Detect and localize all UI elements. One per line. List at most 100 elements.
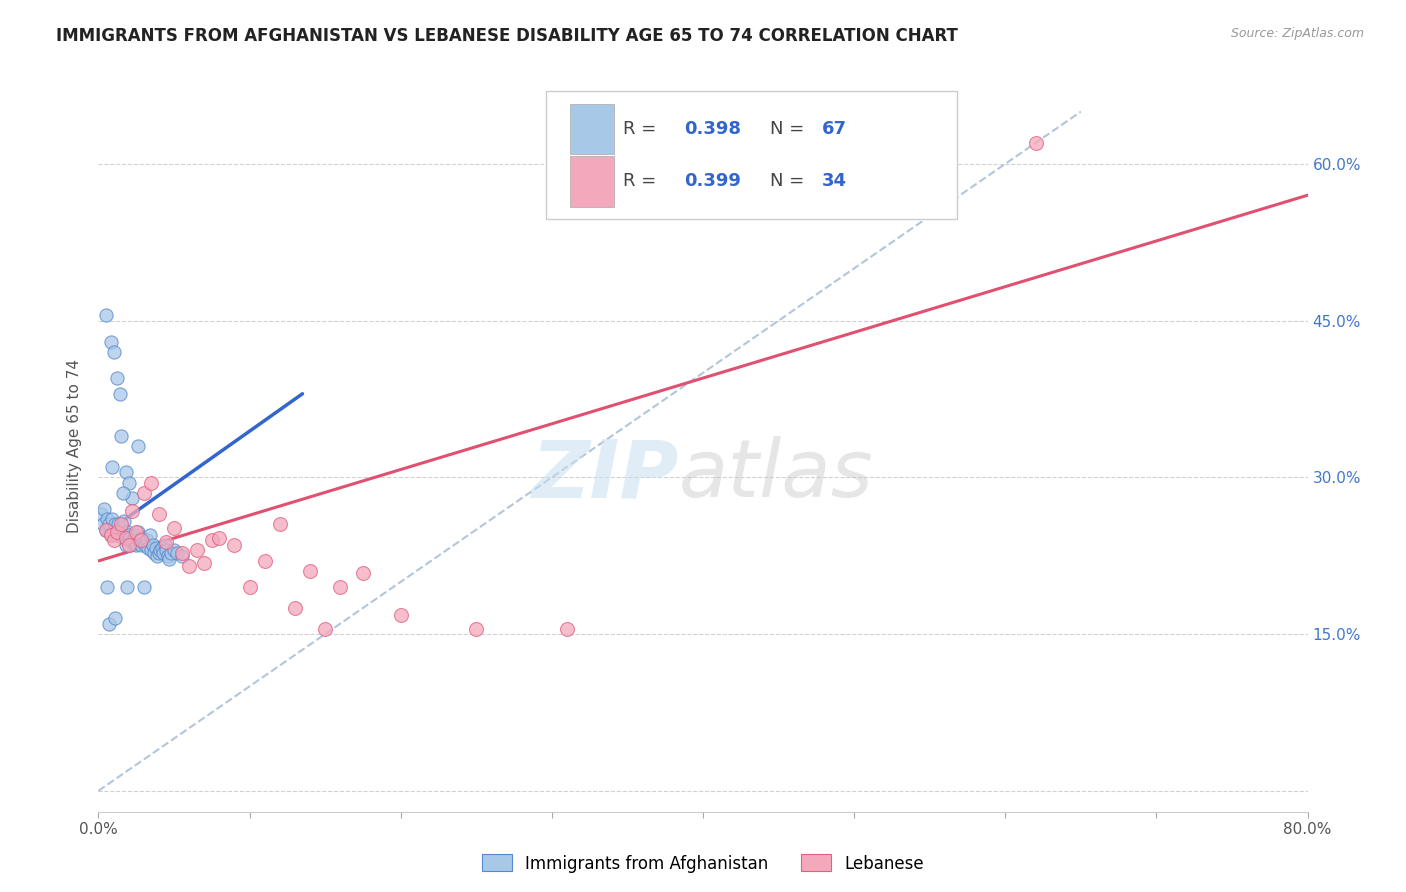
Point: [135, 533, 157, 547]
Point: [201, 533, 224, 547]
Point: [108, 524, 131, 539]
Text: atlas: atlas: [679, 436, 873, 515]
Point: [105, 524, 128, 539]
Point: [160, 545, 183, 559]
Point: [150, 541, 173, 556]
Point: [128, 533, 150, 547]
Point: [148, 545, 170, 559]
Point: [143, 545, 166, 559]
Point: [132, 486, 155, 500]
Point: [110, 517, 132, 532]
Point: [186, 543, 208, 558]
Point: [269, 517, 291, 532]
Point: [163, 543, 186, 558]
Point: [94, 523, 117, 537]
Point: [122, 533, 145, 547]
Point: [127, 439, 149, 453]
Point: [100, 528, 122, 542]
Point: [141, 475, 163, 490]
Point: [170, 545, 193, 559]
Point: [389, 608, 412, 623]
Text: Source: ZipAtlas.com: Source: ZipAtlas.com: [1230, 27, 1364, 40]
Text: R =: R =: [623, 172, 662, 190]
Point: [465, 622, 488, 636]
Point: [121, 491, 143, 506]
Point: [108, 386, 131, 401]
Text: IMMIGRANTS FROM AFGHANISTAN VS LEBANESE DISABILITY AGE 65 TO 74 CORRELATION CHAR: IMMIGRANTS FROM AFGHANISTAN VS LEBANESE …: [56, 27, 957, 45]
Text: ZIP: ZIP: [531, 436, 679, 515]
Point: [141, 543, 163, 558]
Point: [121, 535, 143, 549]
Point: [105, 528, 128, 542]
Point: [153, 538, 176, 552]
Point: [127, 524, 149, 539]
Point: [299, 565, 322, 579]
Point: [100, 334, 122, 349]
Point: [110, 428, 132, 442]
Point: [146, 549, 169, 563]
Point: [96, 512, 118, 526]
Point: [555, 622, 578, 636]
Point: [155, 535, 177, 549]
Point: [148, 507, 170, 521]
Point: [118, 528, 141, 542]
Text: R =: R =: [623, 120, 662, 138]
Point: [136, 541, 159, 556]
Text: 67: 67: [821, 120, 846, 138]
Point: [145, 541, 167, 556]
Point: [131, 531, 153, 545]
Point: [139, 528, 162, 542]
Point: [149, 543, 172, 558]
Point: [100, 528, 122, 542]
Point: [96, 580, 118, 594]
Point: [90, 507, 112, 521]
Point: [155, 543, 177, 558]
Point: [103, 533, 125, 547]
Point: [107, 517, 129, 532]
Point: [93, 501, 115, 516]
Point: [125, 538, 148, 552]
Point: [111, 531, 134, 545]
Point: [114, 538, 136, 552]
Point: [104, 517, 127, 532]
Point: [125, 524, 148, 539]
FancyBboxPatch shape: [569, 104, 613, 154]
Point: [170, 549, 193, 563]
Point: [129, 538, 152, 552]
Point: [94, 309, 117, 323]
Point: [91, 517, 114, 532]
Text: N =: N =: [769, 172, 810, 190]
Point: [132, 580, 155, 594]
Point: [103, 345, 125, 359]
Y-axis label: Disability Age 65 to 74: Disability Age 65 to 74: [67, 359, 83, 533]
Point: [163, 520, 186, 534]
Point: [114, 531, 136, 545]
Point: [193, 556, 215, 570]
Point: [105, 371, 128, 385]
Point: [134, 538, 156, 552]
Point: [1024, 136, 1046, 150]
Point: [110, 520, 132, 534]
Point: [103, 523, 125, 537]
FancyBboxPatch shape: [546, 91, 957, 219]
Point: [121, 504, 143, 518]
Point: [156, 549, 179, 563]
Text: 0.399: 0.399: [683, 172, 741, 190]
Point: [129, 533, 152, 547]
Text: 0.398: 0.398: [683, 120, 741, 138]
Point: [118, 538, 141, 552]
Point: [98, 517, 121, 532]
Point: [94, 523, 117, 537]
Point: [115, 524, 138, 539]
Point: [329, 580, 352, 594]
Point: [114, 465, 136, 479]
Point: [98, 616, 121, 631]
Point: [132, 535, 155, 549]
Point: [284, 601, 307, 615]
Text: N =: N =: [769, 120, 810, 138]
Point: [111, 486, 134, 500]
Legend: Immigrants from Afghanistan, Lebanese: Immigrants from Afghanistan, Lebanese: [475, 847, 931, 880]
Point: [253, 554, 276, 568]
Point: [142, 538, 165, 552]
Point: [124, 528, 146, 542]
